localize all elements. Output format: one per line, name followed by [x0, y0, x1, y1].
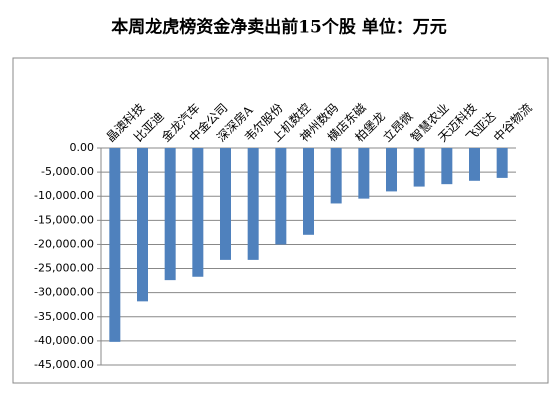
y-tick-label: -35,000.00	[34, 310, 94, 323]
x-tick-label: 立昂微	[379, 109, 415, 145]
bar	[109, 148, 121, 342]
bar	[192, 148, 204, 277]
y-tick-label: -10,000.00	[34, 189, 94, 202]
y-tick-label: -40,000.00	[34, 334, 94, 347]
bar	[358, 148, 370, 199]
bar	[330, 148, 342, 204]
y-tick-label: -45,000.00	[34, 358, 94, 371]
y-tick-label: -15,000.00	[34, 213, 94, 226]
bar	[413, 148, 425, 187]
bar	[303, 148, 314, 235]
y-tick-label: -5,000.00	[41, 165, 94, 178]
y-tick-label: 0.00	[70, 141, 95, 154]
chart-title: 本周龙虎榜资金净卖出前15个股 单位：万元	[111, 17, 447, 38]
plot-frame	[12, 57, 549, 384]
bar	[441, 148, 453, 185]
bar	[469, 148, 480, 181]
y-tick-label: -30,000.00	[34, 286, 94, 299]
y-tick-label: -20,000.00	[34, 237, 94, 250]
bar	[137, 148, 148, 302]
bar	[275, 148, 287, 245]
x-tick-label: 中谷物流	[490, 100, 535, 145]
bar	[386, 148, 397, 192]
y-tick-label: -25,000.00	[34, 262, 94, 275]
bar	[496, 148, 508, 178]
bar	[247, 148, 259, 260]
bar	[220, 148, 231, 260]
bar	[164, 148, 176, 281]
